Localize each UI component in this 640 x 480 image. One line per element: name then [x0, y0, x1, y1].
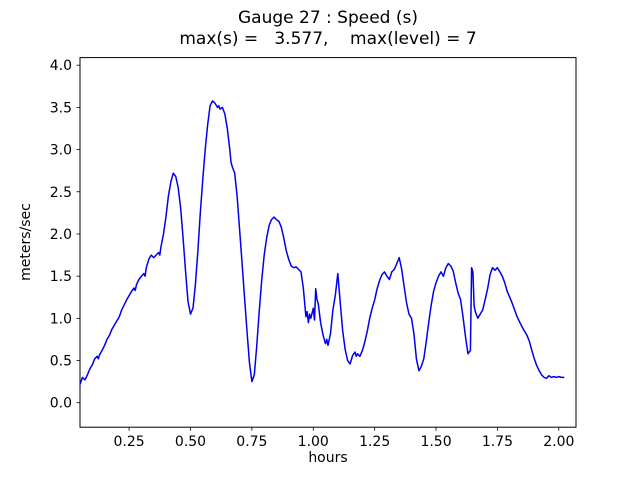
y-tick-label: 1.5 — [50, 269, 72, 285]
y-tick-label: 0.0 — [50, 396, 72, 412]
x-tick-label: 0.50 — [175, 434, 206, 450]
x-tick-label: 0.25 — [114, 434, 145, 450]
x-tick-label: 2.00 — [543, 434, 574, 450]
chart-title: Gauge 27 : Speed (s) — [238, 8, 418, 28]
y-tick-label: 4.0 — [50, 58, 72, 74]
y-axis-label: meters/sec — [18, 203, 34, 281]
y-tick-label: 0.5 — [50, 354, 72, 370]
chart-subtitle: max(s) = 3.577, max(level) = 7 — [179, 29, 476, 49]
axes-spines — [79, 57, 577, 428]
x-tick-label: 1.75 — [482, 434, 513, 450]
x-tick-label: 1.25 — [359, 434, 390, 450]
y-tick-label: 1.0 — [50, 311, 72, 327]
y-tick-label: 3.0 — [50, 143, 72, 159]
y-tick-label: 2.5 — [50, 185, 72, 201]
x-tick-label: 0.75 — [236, 434, 267, 450]
x-tick-label: 1.00 — [298, 434, 329, 450]
x-tick-label: 1.50 — [420, 434, 451, 450]
y-tick-label: 3.5 — [50, 100, 72, 116]
y-tick-label: 2.0 — [50, 227, 72, 243]
speed-line — [79, 100, 565, 385]
x-axis-label: hours — [308, 450, 347, 466]
